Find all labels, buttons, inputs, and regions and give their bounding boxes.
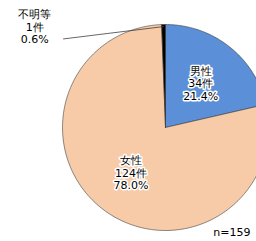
svg-text:男性34件21.4%: 男性34件21.4% (183, 65, 218, 103)
svg-text:不明等1件0.6%: 不明等1件0.6% (18, 8, 51, 46)
svg-text:n=159: n=159 (213, 226, 250, 239)
svg-text:女性124件78.0%: 女性124件78.0% (114, 154, 149, 192)
